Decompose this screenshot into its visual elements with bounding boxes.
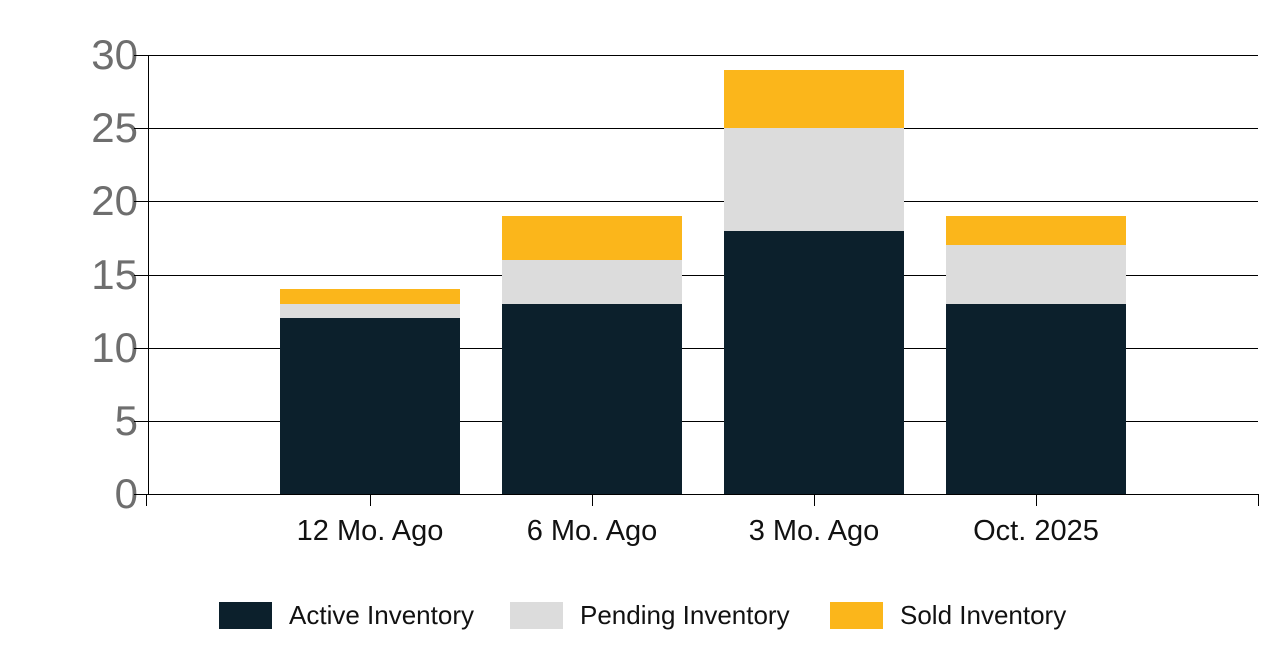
x-category-label: 12 Mo. Ago	[296, 515, 444, 547]
bar-segment-active-inventory	[502, 303, 682, 494]
y-axis-line	[148, 55, 149, 494]
y-tick-15	[134, 274, 148, 276]
y-tick-10	[134, 347, 148, 349]
legend-label: Active Inventory	[289, 599, 474, 630]
legend-swatch-icon	[219, 601, 272, 629]
y-tick-20	[134, 201, 148, 203]
bar-segment-sold-inventory	[946, 215, 1126, 246]
y-tick-5	[134, 420, 148, 422]
x-tick-5	[1258, 494, 1259, 506]
y-tick-30	[134, 55, 148, 56]
bar-segment-pending-inventory	[280, 303, 460, 319]
bar-segment-pending-inventory	[724, 128, 904, 231]
bar-segment-pending-inventory	[946, 245, 1126, 304]
x-category-label: 3 Mo. Ago	[748, 515, 880, 547]
bar-segment-sold-inventory	[724, 69, 904, 129]
gridline-25	[148, 128, 1258, 130]
bar-oct-2025	[946, 215, 1126, 494]
x-tick-4	[1036, 494, 1037, 506]
gridline-15	[148, 274, 1258, 276]
legend-label: Pending Inventory	[580, 599, 790, 630]
bar-segment-pending-inventory	[502, 259, 682, 304]
legend-swatch-icon	[830, 601, 883, 629]
bar-segment-active-inventory	[724, 230, 904, 494]
gridline-5	[148, 420, 1258, 422]
y-tick-label-0: 0	[114, 470, 138, 517]
x-tick-3	[814, 494, 815, 506]
x-category-label: Oct. 2025	[973, 515, 1099, 547]
bar-segment-sold-inventory	[280, 289, 460, 304]
bar-segment-sold-inventory	[502, 216, 682, 260]
gridline-10	[148, 347, 1258, 349]
gridline-20	[148, 201, 1258, 203]
bar-3-mo-ago	[724, 69, 904, 494]
legend-label: Sold Inventory	[900, 599, 1067, 630]
legend-item-active-inventory: Active Inventory	[219, 600, 474, 630]
bar-12-mo-ago	[280, 289, 460, 494]
bar-6-mo-ago	[502, 216, 682, 494]
y-tick-label-5: 5	[114, 396, 138, 444]
y-tick-25	[134, 128, 148, 130]
y-tick-label-10: 10	[91, 323, 138, 371]
y-tick-0	[134, 494, 148, 495]
legend-item-sold-inventory: Sold Inventory	[830, 600, 1066, 630]
x-tick-1	[370, 494, 371, 506]
x-tick-0	[146, 494, 147, 506]
legend-swatch-icon	[510, 601, 563, 629]
x-tick-2	[592, 494, 593, 506]
bar-segment-active-inventory	[280, 318, 460, 494]
x-category-label: 6 Mo. Ago	[526, 515, 658, 547]
gridline-0	[148, 494, 1258, 495]
y-tick-label-25: 25	[91, 104, 138, 152]
y-tick-label-20: 20	[91, 177, 138, 225]
y-tick-label-15: 15	[91, 250, 138, 298]
gridline-30	[148, 55, 1258, 56]
legend-item-pending-inventory: Pending Inventory	[510, 600, 790, 630]
bar-segment-active-inventory	[946, 303, 1126, 494]
y-tick-label-30: 30	[91, 31, 138, 78]
